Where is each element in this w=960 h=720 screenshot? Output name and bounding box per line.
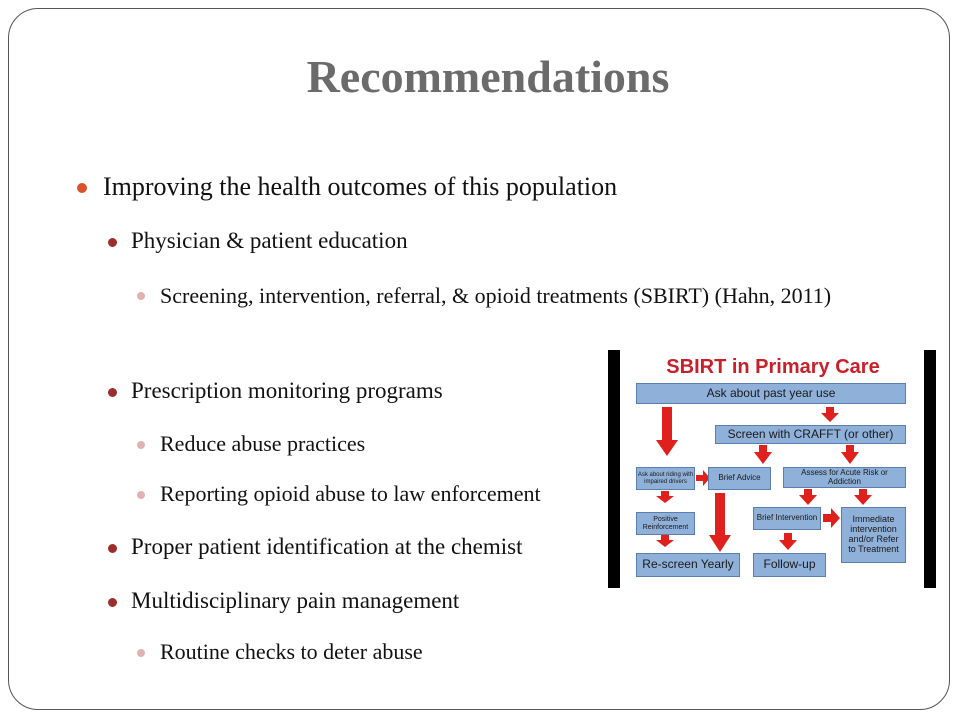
- arrow-down: [821, 407, 839, 422]
- arrow-down: [656, 491, 674, 503]
- box-positive-reinforcement: Positive Reinforcement: [636, 512, 695, 535]
- bullet-dot: [108, 544, 117, 553]
- arrow-down: [779, 533, 797, 550]
- bullet-dot: [77, 183, 87, 193]
- box-screen-crafft: Screen with CRAFFT (or other): [715, 425, 906, 444]
- box-rescreen-yearly: Re-screen Yearly: [636, 553, 740, 577]
- box-ask-past-year-use: Ask about past year use: [636, 383, 906, 404]
- bullet-level2: Physician & patient education: [131, 228, 408, 253]
- arrow-down: [709, 493, 731, 552]
- arrow-right: [696, 470, 710, 486]
- box-immediate-intervention: Immediate intervention and/or Refer to T…: [841, 507, 906, 563]
- bullet-level1: Improving the health outcomes of this po…: [103, 172, 618, 201]
- bullet-dot: [137, 491, 145, 499]
- bullet-dot: [108, 598, 117, 607]
- box-brief-advice: Brief Advice: [708, 467, 771, 490]
- bullet-level3: Reporting opioid abuse to law enforcemen…: [160, 481, 541, 506]
- arrow-down: [656, 407, 678, 456]
- bullet-level3: Routine checks to deter abuse: [160, 639, 423, 664]
- left-border-bar: [608, 350, 620, 588]
- arrow-down: [854, 489, 872, 505]
- box-follow-up: Follow-up: [753, 553, 826, 577]
- box-ask-riding: Ask about riding with impaired drivers: [636, 467, 695, 490]
- bullet-level2: Proper patient identification at the che…: [131, 534, 523, 559]
- slide-frame: [8, 8, 950, 710]
- bullet-dot: [137, 441, 145, 449]
- bullet-dot: [108, 388, 117, 397]
- bullet-level3: Screening, intervention, referral, & opi…: [160, 283, 832, 308]
- flow-arrows: [656, 407, 872, 552]
- right-border-bar: [924, 350, 936, 588]
- bullet-level2: Prescription monitoring programs: [131, 378, 443, 403]
- sbirt-diagram: SBIRT in Primary Care Ask about past yea…: [608, 350, 938, 590]
- arrow-down: [656, 535, 674, 547]
- bullet-dot: [137, 292, 145, 300]
- diagram-title: SBIRT in Primary Care: [666, 356, 880, 378]
- bullet-level3: Reduce abuse practices: [160, 431, 366, 456]
- bullet-dot: [137, 649, 145, 657]
- slide-title: Recommendations: [306, 51, 670, 102]
- bullet-dot: [108, 238, 117, 247]
- bullet-level2: Multidisciplinary pain management: [131, 588, 460, 613]
- box-brief-intervention: Brief Intervention: [753, 507, 821, 530]
- arrow-down: [799, 489, 817, 505]
- arrow-down: [754, 445, 772, 464]
- arrow-down: [841, 445, 859, 464]
- box-assess: Assess for Acute Risk or Addiction: [783, 467, 906, 488]
- arrow-right: [823, 508, 840, 528]
